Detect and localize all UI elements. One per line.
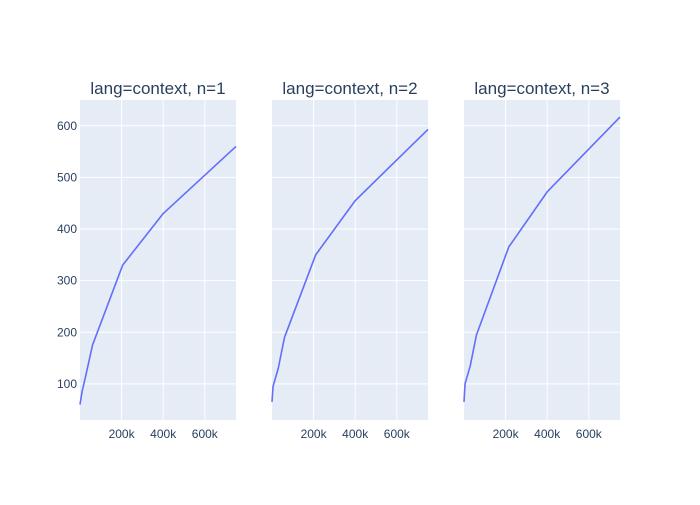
plot-background: [272, 100, 428, 420]
y-tick-label: 400: [57, 222, 77, 236]
x-tick-label: 400k: [534, 427, 561, 441]
y-tick-label: 500: [57, 170, 77, 184]
x-tick-label: 600k: [384, 427, 411, 441]
facet-panel-1: 200k 400k 600k 100 200 300 400 500 600 lang=conte…: [57, 79, 237, 441]
series-line-1: [463, 116, 621, 402]
facet-title: lang=context, n=1: [90, 79, 225, 98]
x-tick-label: 200k: [301, 427, 328, 441]
x-tick-label: 400k: [342, 427, 369, 441]
y-tick-label: 200: [57, 325, 77, 339]
x-tick-label: 600k: [192, 427, 219, 441]
x-tick-label: 600k: [576, 427, 603, 441]
x-tick-label: 200k: [493, 427, 520, 441]
facet-title: lang=context, n=2: [282, 79, 417, 98]
series-line-1: [271, 128, 429, 402]
facet-panel-3: 200k 400k 600k lang=context, n=3: [463, 79, 621, 441]
series-line-1: [79, 145, 237, 405]
facet-panel-2: 200k 400k 600k lang=context, n=2: [271, 79, 429, 441]
x-tick-label: 400k: [150, 427, 177, 441]
y-tick-label: 300: [57, 274, 77, 288]
y-tick-label: 600: [57, 119, 77, 133]
plot-background: [464, 100, 620, 420]
x-tick-label: 200k: [109, 427, 136, 441]
y-tick-label: 100: [57, 377, 77, 391]
plot-background: [80, 100, 236, 420]
facet-title: lang=context, n=3: [474, 79, 609, 98]
